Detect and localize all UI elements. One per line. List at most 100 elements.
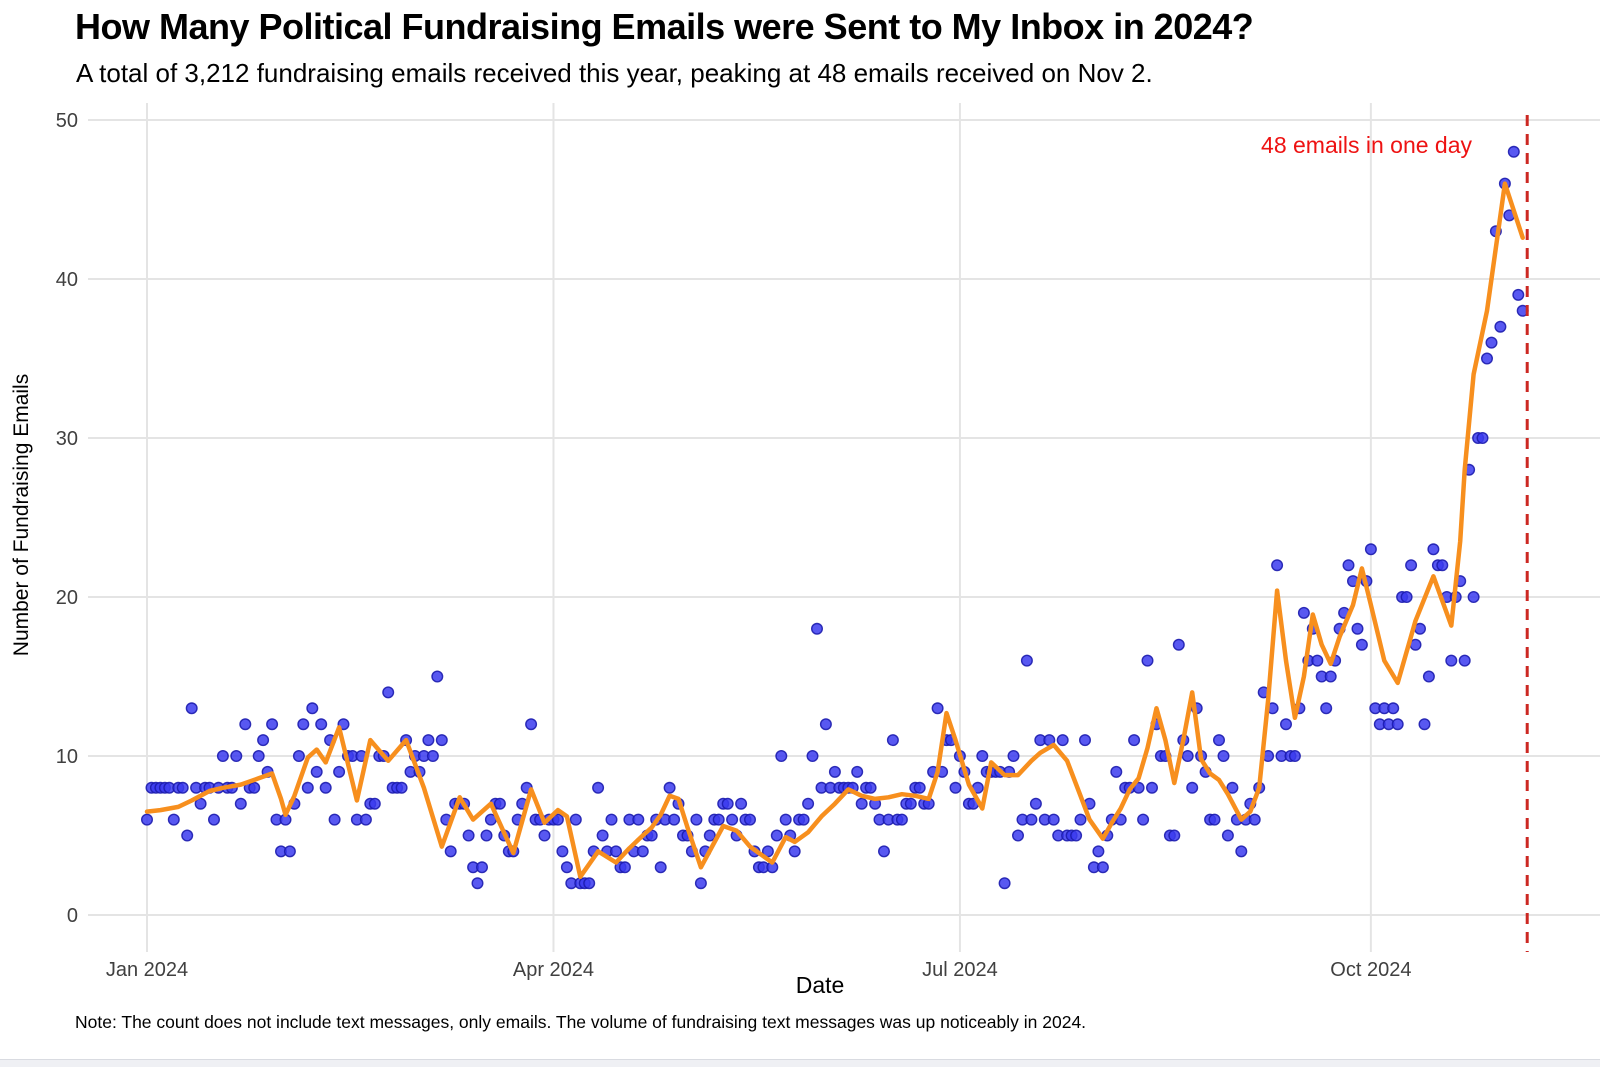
data-point bbox=[592, 781, 605, 794]
data-point bbox=[283, 845, 296, 858]
data-point bbox=[1078, 734, 1091, 747]
data-point bbox=[1418, 718, 1431, 731]
data-point bbox=[556, 845, 569, 858]
y-tick-label: 10 bbox=[56, 746, 78, 768]
data-point bbox=[431, 670, 444, 683]
y-tick-label: 0 bbox=[67, 905, 78, 927]
data-point bbox=[1110, 765, 1123, 778]
data-point bbox=[310, 765, 323, 778]
data-point bbox=[319, 781, 332, 794]
data-point bbox=[444, 845, 457, 858]
data-point bbox=[1391, 718, 1404, 731]
data-point bbox=[726, 813, 739, 826]
data-point bbox=[797, 813, 810, 826]
data-point bbox=[904, 797, 917, 810]
data-point bbox=[1212, 734, 1225, 747]
data-point bbox=[292, 750, 305, 763]
footnote: Note: The count does not include text me… bbox=[75, 1012, 1087, 1032]
data-point bbox=[426, 750, 439, 763]
data-point bbox=[328, 813, 341, 826]
data-point bbox=[949, 781, 962, 794]
data-point bbox=[1405, 559, 1418, 572]
data-point bbox=[422, 734, 435, 747]
x-tick-labels: Jan 2024 Apr 2024 Jul 2024 Oct 2024 bbox=[106, 959, 1412, 981]
data-point bbox=[1480, 352, 1493, 365]
data-point bbox=[1297, 606, 1310, 619]
data-point bbox=[1047, 813, 1060, 826]
data-point bbox=[1364, 543, 1377, 556]
gridlines bbox=[88, 103, 1600, 952]
data-point bbox=[252, 750, 265, 763]
data-point bbox=[864, 781, 877, 794]
data-point bbox=[1445, 654, 1458, 667]
data-point bbox=[538, 829, 551, 842]
data-point bbox=[811, 622, 824, 635]
data-point bbox=[1427, 543, 1440, 556]
data-point bbox=[216, 750, 229, 763]
data-point bbox=[1145, 781, 1158, 794]
data-point bbox=[703, 829, 716, 842]
data-point bbox=[775, 750, 788, 763]
data-point bbox=[1181, 750, 1194, 763]
data-point bbox=[140, 813, 153, 826]
data-point bbox=[1007, 750, 1020, 763]
data-point bbox=[1507, 145, 1520, 158]
data-point bbox=[525, 718, 538, 731]
data-point bbox=[802, 797, 815, 810]
data-point bbox=[913, 781, 926, 794]
data-point bbox=[819, 718, 832, 731]
data-point bbox=[1235, 845, 1248, 858]
data-point bbox=[1355, 638, 1368, 651]
x-axis-title: Date bbox=[795, 972, 845, 998]
data-point bbox=[1436, 559, 1449, 572]
data-point bbox=[1458, 654, 1471, 667]
data-point bbox=[301, 781, 314, 794]
data-point bbox=[1137, 813, 1150, 826]
data-point bbox=[1096, 861, 1109, 874]
data-point bbox=[712, 813, 725, 826]
data-point bbox=[167, 813, 180, 826]
y-tick-labels: 0 10 20 30 40 50 bbox=[56, 110, 78, 927]
data-point bbox=[806, 750, 819, 763]
data-point bbox=[663, 781, 676, 794]
trend-line bbox=[144, 181, 1525, 880]
data-point bbox=[462, 829, 475, 842]
data-point bbox=[583, 877, 596, 890]
page-title: How Many Political Fundraising Emails we… bbox=[75, 6, 1254, 47]
data-point bbox=[1070, 829, 1083, 842]
y-tick-label: 40 bbox=[56, 269, 78, 291]
data-point bbox=[855, 797, 868, 810]
data-point bbox=[735, 797, 748, 810]
data-point bbox=[1186, 781, 1199, 794]
data-point bbox=[266, 718, 279, 731]
data-point bbox=[1221, 829, 1234, 842]
x-tick-label: Apr 2024 bbox=[513, 959, 594, 981]
data-point bbox=[1485, 336, 1498, 349]
peak-annotation: 48 emails in one day bbox=[1261, 132, 1472, 158]
data-point bbox=[1217, 750, 1230, 763]
data-point bbox=[1025, 813, 1038, 826]
data-point bbox=[851, 765, 864, 778]
data-point bbox=[1141, 654, 1154, 667]
y-tick-label: 20 bbox=[56, 587, 78, 609]
data-point bbox=[618, 861, 631, 874]
data-point bbox=[1248, 813, 1261, 826]
data-point bbox=[636, 845, 649, 858]
data-point bbox=[230, 750, 243, 763]
data-point bbox=[1226, 781, 1239, 794]
data-point bbox=[1128, 734, 1141, 747]
x-tick-label: Oct 2024 bbox=[1330, 959, 1411, 981]
data-point bbox=[333, 765, 346, 778]
data-point bbox=[1387, 702, 1400, 715]
data-point bbox=[1168, 829, 1181, 842]
data-point bbox=[632, 813, 645, 826]
data-point bbox=[1351, 622, 1364, 635]
data-point bbox=[368, 797, 381, 810]
data-point bbox=[560, 861, 573, 874]
data-point bbox=[1400, 591, 1413, 604]
data-point bbox=[694, 877, 707, 890]
data-point bbox=[181, 829, 194, 842]
data-point bbox=[1320, 702, 1333, 715]
data-point bbox=[1020, 654, 1033, 667]
